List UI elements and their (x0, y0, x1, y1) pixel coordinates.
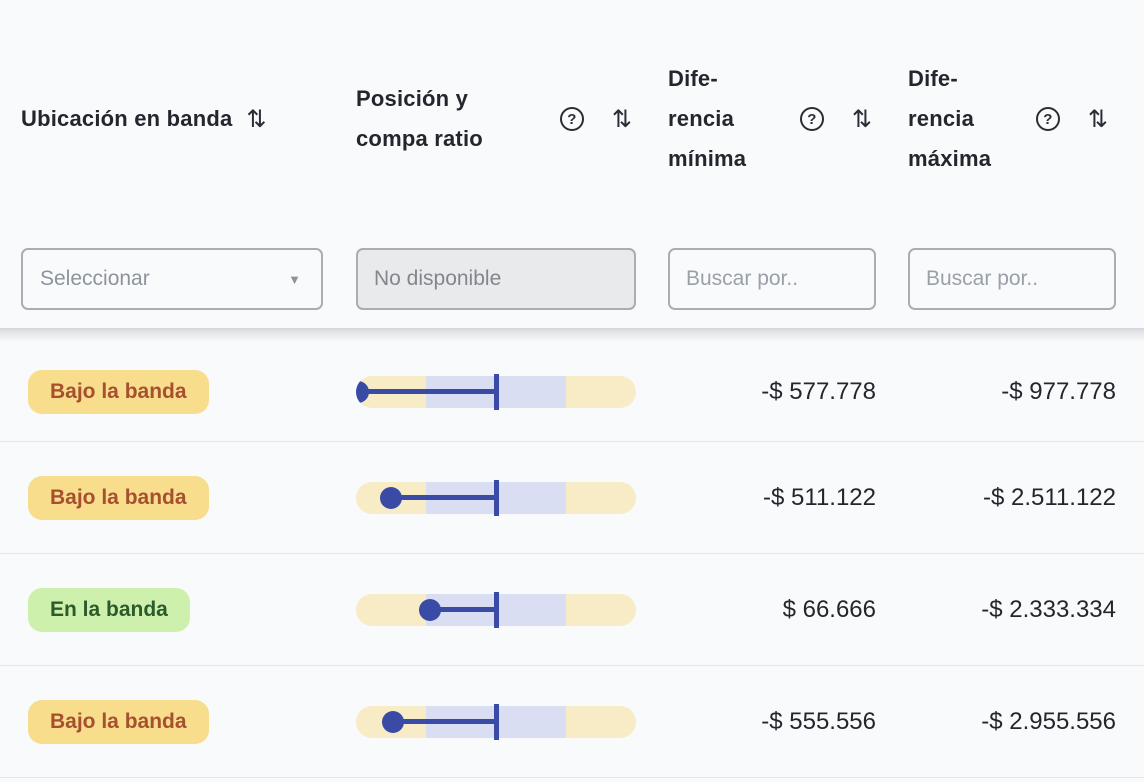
column-header-band-location: Ubicación en banda ⇅ (21, 99, 356, 139)
band-line (357, 389, 496, 394)
max-difference-value: -$ 2.955.556 (981, 707, 1116, 735)
compa-ratio-band-chart (356, 479, 636, 516)
band-midpoint-tick (493, 373, 499, 410)
table-row: Bajo la banda -$ 511.122 -$ 2.511.122 (0, 442, 1144, 554)
table-row: En la banda $ 66.666 -$ 2.333.334 (0, 554, 1144, 666)
band-midpoint-tick (493, 703, 499, 740)
header-shadow-divider (0, 328, 1144, 342)
band-midpoint-tick (493, 479, 499, 516)
min-difference-value: $ 66.666 (782, 595, 876, 623)
sort-icon[interactable]: ⇅ (611, 105, 632, 133)
band-location-badge: Bajo la banda (28, 475, 209, 520)
band-midpoint-tick (493, 591, 499, 628)
band-line (392, 719, 496, 724)
column-header-max-difference: Dife- rencia máxima ? ⇅ (908, 59, 1144, 179)
min-difference-value: -$ 555.556 (761, 707, 876, 735)
column-header-min-difference: Dife- rencia mínima ? ⇅ (668, 59, 908, 179)
help-icon[interactable]: ? (1035, 107, 1060, 131)
table-filter-row: Seleccionar ▼ (0, 248, 1144, 310)
compa-ratio-band-chart (356, 703, 636, 740)
max-difference-value: -$ 2.333.334 (981, 595, 1116, 623)
band-location-badge: Bajo la banda (28, 699, 209, 744)
table-row: Bajo la banda -$ 577.778 -$ 977.778 (0, 342, 1144, 442)
max-difference-search-input[interactable] (908, 248, 1116, 310)
column-label: Posición y compa ratio (356, 86, 483, 151)
min-difference-value: -$ 511.122 (763, 483, 876, 511)
help-icon[interactable]: ? (559, 107, 584, 131)
sort-icon[interactable]: ⇅ (851, 105, 872, 133)
sort-icon[interactable]: ⇅ (1087, 105, 1108, 133)
table-body: Bajo la banda -$ 577.778 -$ 977.778 Bajo… (0, 342, 1144, 778)
band-dot (356, 380, 369, 403)
band-dot (380, 486, 402, 509)
select-value: Seleccionar (40, 267, 150, 290)
column-label: Dife- rencia máxima (908, 66, 992, 171)
table-header-row: Ubicación en banda ⇅ Posición y compa ra… (0, 0, 1144, 238)
band-location-filter-select[interactable]: Seleccionar ▼ (21, 248, 323, 310)
sort-icon[interactable]: ⇅ (246, 105, 267, 133)
compa-ratio-band-chart (356, 373, 636, 410)
column-label: Dife- rencia mínima (668, 66, 747, 171)
band-dot (418, 598, 441, 621)
help-icon[interactable]: ? (799, 107, 824, 131)
min-difference-search-input[interactable] (668, 248, 876, 310)
table-row: Bajo la banda -$ 555.556 -$ 2.955.556 (0, 666, 1144, 778)
column-label: Ubicación en banda (21, 106, 233, 131)
band-location-badge: En la banda (28, 587, 190, 632)
band-dot (381, 710, 404, 733)
compa-ratio-band-chart (356, 591, 636, 628)
max-difference-value: -$ 2.511.122 (983, 483, 1116, 511)
band-line (391, 495, 496, 500)
band-location-badge: Bajo la banda (28, 369, 209, 414)
chevron-down-icon: ▼ (288, 271, 301, 287)
band-line (429, 607, 496, 612)
min-difference-value: -$ 577.778 (761, 377, 876, 405)
position-filter-input (356, 248, 636, 310)
column-header-position-compa-ratio: Posición y compa ratio ? ⇅ (356, 79, 668, 159)
max-difference-value: -$ 977.778 (1001, 377, 1116, 405)
